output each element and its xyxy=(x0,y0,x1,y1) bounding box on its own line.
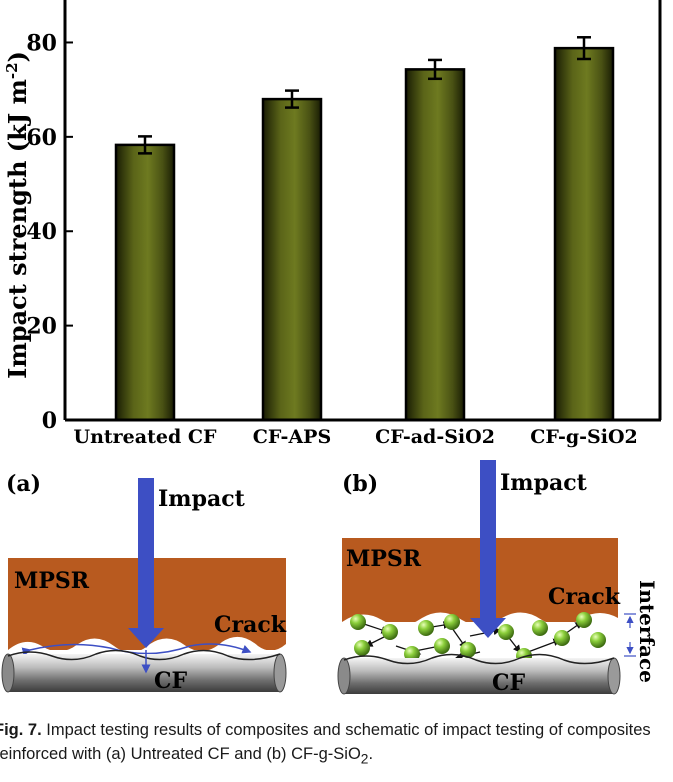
figure-number: Fig. 7. xyxy=(0,721,42,739)
caption-text: Impact testing results of composites and… xyxy=(0,721,651,763)
fiber-end-right-a xyxy=(273,653,287,693)
crack-path-a xyxy=(21,643,252,657)
y-axis-label: Impact strength (kJ m-2) xyxy=(3,51,32,379)
x-tick-label: CF-APS xyxy=(253,426,331,448)
y-tick-label: 60 xyxy=(26,125,57,151)
bar-cf-ad-sio2 xyxy=(404,68,466,422)
fiber-top-wave-a xyxy=(7,649,281,661)
bars xyxy=(114,36,615,422)
bar-cf-aps xyxy=(261,97,323,422)
x-tick-label: Untreated CF xyxy=(74,426,217,448)
fiber-end-left-b xyxy=(337,657,351,695)
fiber-end-right-b xyxy=(607,657,621,695)
schematic-b: (b) MPSR Crack xyxy=(337,460,659,696)
interface-label-b: Interface xyxy=(635,580,659,683)
impact-label-b: Impact xyxy=(500,470,588,496)
crack-label-b: Crack xyxy=(548,584,621,610)
fiber-label-b: CF xyxy=(492,670,526,696)
impact-arrow-head-b xyxy=(470,618,506,638)
crack-label-a: Crack xyxy=(214,612,287,638)
caption-end: . xyxy=(368,745,374,763)
figure-caption: Fig. 7. Impact testing results of compos… xyxy=(0,718,673,771)
impact-label-a: Impact xyxy=(158,486,246,512)
caption-subscript: 2 xyxy=(360,751,369,767)
impact-arrow-shaft-b xyxy=(480,460,496,620)
bar-chart: 0 20 40 60 80 Untreated CF CF-APS CF-ad-SiO2 CF… xyxy=(3,0,662,448)
matrix-label-b: MPSR xyxy=(346,546,422,572)
x-tick-label: CF-ad-SiO2 xyxy=(375,426,495,448)
impact-arrow-shaft-a xyxy=(138,478,154,630)
x-tick-label: CF-g-SiO2 xyxy=(530,426,638,448)
fiber-top-wave-b xyxy=(343,653,615,665)
y-tick-label: 80 xyxy=(26,30,57,56)
y-tick-label: 40 xyxy=(26,219,57,245)
impact-arrow-head-a xyxy=(128,628,164,648)
matrix-label-a: MPSR xyxy=(14,568,90,594)
fiber-label-a: CF xyxy=(154,668,188,694)
bar-cf-g-sio2 xyxy=(553,46,615,422)
x-axis-labels: Untreated CF CF-APS CF-ad-SiO2 CF-g-SiO2 xyxy=(74,426,638,448)
fiber-a xyxy=(8,654,280,692)
y-axis-ticks: 0 20 40 60 80 xyxy=(26,30,73,434)
fiber-b xyxy=(344,658,614,694)
y-tick-label: 0 xyxy=(42,408,57,434)
fiber-end-left-a xyxy=(1,653,15,693)
y-tick-label: 20 xyxy=(26,314,57,340)
panel-label-a: (a) xyxy=(6,471,41,497)
bar-untreated-cf xyxy=(114,143,176,422)
schematic-a: (a) MPSR Crack CF Impact xyxy=(1,471,287,694)
panel-label-b: (b) xyxy=(342,471,378,497)
